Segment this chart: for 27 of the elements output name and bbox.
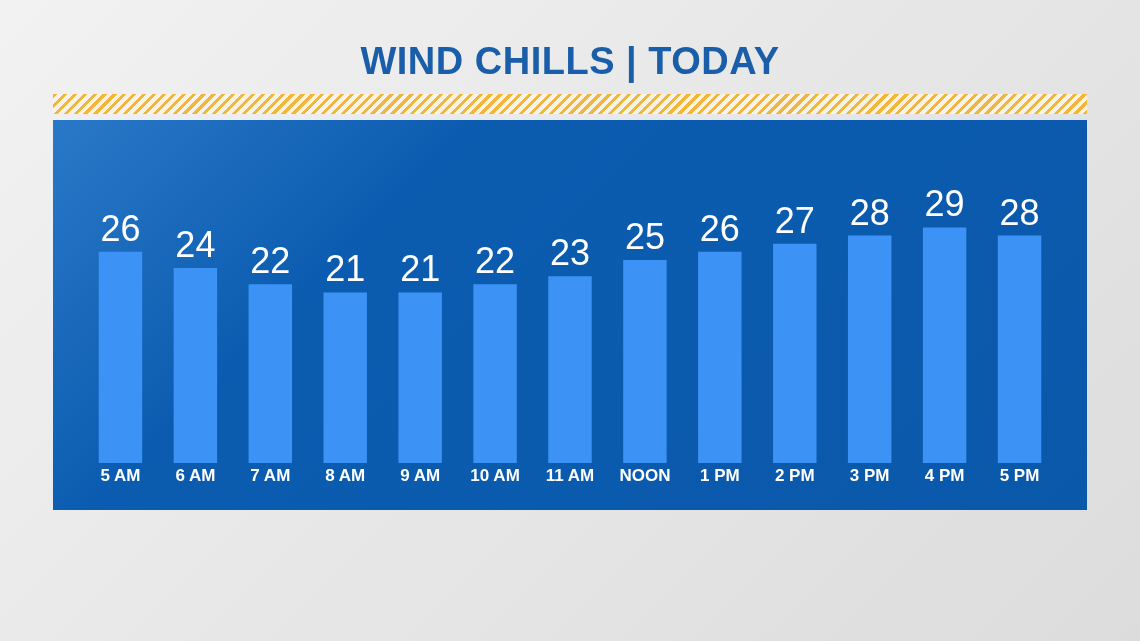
x-tick-label: 4 PM bbox=[924, 466, 965, 485]
x-tick-label: 3 PM bbox=[849, 466, 890, 485]
x-tick-label: 1 PM bbox=[700, 466, 740, 485]
x-tick-label: 11 AM bbox=[545, 466, 595, 485]
x-tick-label: 5 PM bbox=[999, 466, 1040, 485]
data-label: 26 bbox=[699, 207, 740, 249]
x-tick-label: NOON bbox=[619, 466, 671, 485]
x-tick-label: 6 AM bbox=[175, 466, 216, 485]
data-label: 23 bbox=[549, 232, 591, 274]
x-tick-label: 5 AM bbox=[100, 466, 141, 485]
data-label: 29 bbox=[924, 183, 965, 225]
data-label: 28 bbox=[849, 191, 890, 233]
data-label: 25 bbox=[624, 215, 665, 257]
data-label: 27 bbox=[774, 199, 815, 241]
x-tick-label: 10 AM bbox=[470, 466, 520, 485]
data-label: 22 bbox=[250, 240, 291, 282]
x-tick-label: 8 AM bbox=[325, 466, 366, 485]
data-label: 22 bbox=[475, 240, 516, 282]
x-tick-label: 7 AM bbox=[250, 466, 291, 485]
data-label: 26 bbox=[100, 207, 141, 249]
x-tick-label: 2 PM bbox=[774, 466, 815, 485]
data-label: 28 bbox=[999, 191, 1040, 233]
chart-title: WIND CHILLS | TODAY bbox=[359, 40, 781, 83]
x-tick-label: 9 AM bbox=[400, 466, 441, 485]
data-label: 21 bbox=[400, 248, 441, 290]
data-label: 24 bbox=[175, 224, 216, 266]
data-label: 21 bbox=[325, 248, 366, 290]
